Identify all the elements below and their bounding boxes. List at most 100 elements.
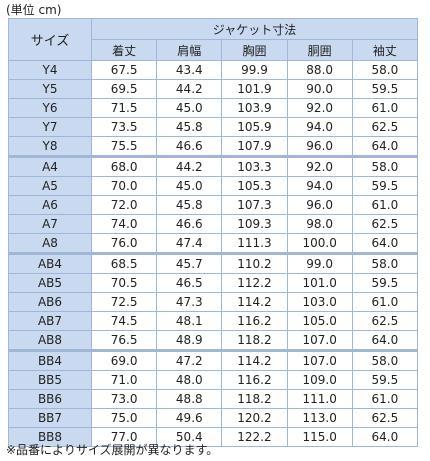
size-cell: AB8 [8,330,92,351]
waist-cell: 109.0 [286,370,353,390]
column-header-shoulder: 肩幅 [156,39,223,61]
column-header-waist: 胴囲 [286,39,353,61]
chest-cell: 101.9 [221,79,288,99]
chest-cell: 120.2 [221,408,288,428]
waist-cell: 113.0 [286,408,353,428]
chest-cell: 107.3 [221,195,288,215]
length-cell: 69.5 [90,79,158,99]
header-row-columns: 着丈 肩幅 胸囲 胴囲 袖丈 [9,39,419,61]
sleeve-cell: 64.0 [351,136,419,157]
size-cell: BB6 [8,389,92,409]
sleeve-cell: 58.0 [351,349,419,371]
shoulder-cell: 47.3 [156,292,223,312]
chest-cell: 103.9 [221,98,288,118]
size-cell: Y5 [8,79,92,99]
table-body: Y4 67.5 43.4 99.9 88.0 58.0 Y5 69.5 44.2 101.9 90.… [8,60,419,447]
length-cell: 71.5 [90,98,158,118]
size-cell: AB5 [8,273,92,293]
size-cell: BB5 [8,370,92,390]
length-cell: 75.0 [90,408,158,428]
table-row: A5 70.0 45.0 105.3 94.0 59.5 [8,176,419,196]
chest-cell: 110.2 [221,252,288,274]
table-row: AB8 76.5 48.9 118.2 107.0 64.0 [8,330,419,351]
waist-cell: 100.0 [286,233,353,254]
sleeve-cell: 61.0 [351,389,419,409]
table-row: BB8 77.0 50.4 122.2 115.0 64.0 [8,427,419,447]
size-cell: A5 [8,176,92,196]
sleeve-cell: 62.5 [351,117,419,137]
length-cell: 73.5 [90,117,158,137]
table-row: Y5 69.5 44.2 101.9 90.0 59.5 [8,79,419,99]
column-header-length: 着丈 [90,39,158,61]
size-cell: Y6 [8,98,92,118]
shoulder-cell: 46.5 [156,273,223,293]
table-row: A6 72.0 45.8 107.3 96.0 61.0 [8,195,419,215]
waist-cell: 92.0 [286,98,353,118]
sleeve-cell: 59.5 [351,370,419,390]
sleeve-cell: 58.0 [351,252,419,274]
chest-cell: 118.2 [221,389,288,409]
waist-cell: 101.0 [286,273,353,293]
length-cell: 67.5 [90,60,158,80]
shoulder-cell: 44.2 [156,155,223,177]
size-column-header: サイズ [8,18,92,61]
length-cell: 72.5 [90,292,158,312]
size-cell: Y4 [8,60,92,80]
sleeve-cell: 64.0 [351,330,419,351]
shoulder-cell: 45.0 [156,176,223,196]
table-row: Y6 71.5 45.0 103.9 92.0 61.0 [8,98,419,118]
jacket-dimensions-header: ジャケット寸法 [91,18,418,40]
unit-note: (単位 cm) [6,3,62,17]
waist-cell: 107.0 [286,330,353,351]
table-row: BB4 69.0 47.2 114.2 107.0 58.0 [8,349,419,371]
sleeve-cell: 59.5 [351,176,419,196]
shoulder-cell: 48.9 [156,330,223,351]
chest-cell: 105.9 [221,117,288,137]
chest-cell: 118.2 [221,330,288,351]
sleeve-cell: 62.5 [351,408,419,428]
size-cell: Y7 [8,117,92,137]
length-cell: 71.0 [90,370,158,390]
sleeve-cell: 58.0 [351,60,419,80]
column-header-chest: 胸囲 [221,39,288,61]
size-cell: A6 [8,195,92,215]
size-chart-table: サイズ ジャケット寸法 着丈 肩幅 胸囲 胴囲 袖丈 Y4 67.5 43.4 99.… [8,18,419,447]
waist-cell: 94.0 [286,176,353,196]
shoulder-cell: 48.0 [156,370,223,390]
chest-cell: 114.2 [221,292,288,312]
length-cell: 74.0 [90,214,158,234]
shoulder-cell: 46.6 [156,214,223,234]
size-cell: BB4 [8,349,92,371]
table-row: AB4 68.5 45.7 110.2 99.0 58.0 [8,252,419,274]
sleeve-cell: 64.0 [351,427,419,447]
sleeve-cell: 64.0 [351,233,419,254]
shoulder-cell: 45.7 [156,252,223,274]
footnote: ※品番によりサイズ展開が異なります。 [6,443,219,457]
chest-cell: 103.3 [221,155,288,177]
chest-cell: 111.3 [221,233,288,254]
size-cell: A7 [8,214,92,234]
sleeve-cell: 61.0 [351,292,419,312]
column-header-sleeve: 袖丈 [351,39,419,61]
shoulder-cell: 47.4 [156,233,223,254]
waist-cell: 107.0 [286,349,353,371]
waist-cell: 96.0 [286,195,353,215]
sleeve-cell: 59.5 [351,79,419,99]
table-row: Y4 67.5 43.4 99.9 88.0 58.0 [8,60,419,80]
length-cell: 76.5 [90,330,158,351]
size-cell: BB7 [8,408,92,428]
waist-cell: 103.0 [286,292,353,312]
table-row: Y8 75.5 46.6 107.9 96.0 64.0 [8,136,419,157]
table-row: BB5 71.0 48.0 116.2 109.0 59.5 [8,370,419,390]
size-cell: A4 [8,155,92,177]
header-row-group: サイズ ジャケット寸法 [8,18,418,61]
table-row: A7 74.0 46.6 109.3 98.0 62.5 [8,214,419,234]
length-cell: 77.0 [90,427,158,447]
length-cell: 70.5 [90,273,158,293]
waist-cell: 99.0 [286,252,353,274]
shoulder-cell: 45.8 [156,117,223,137]
sleeve-cell: 58.0 [351,155,419,177]
waist-cell: 94.0 [286,117,353,137]
waist-cell: 90.0 [286,79,353,99]
chest-cell: 105.3 [221,176,288,196]
